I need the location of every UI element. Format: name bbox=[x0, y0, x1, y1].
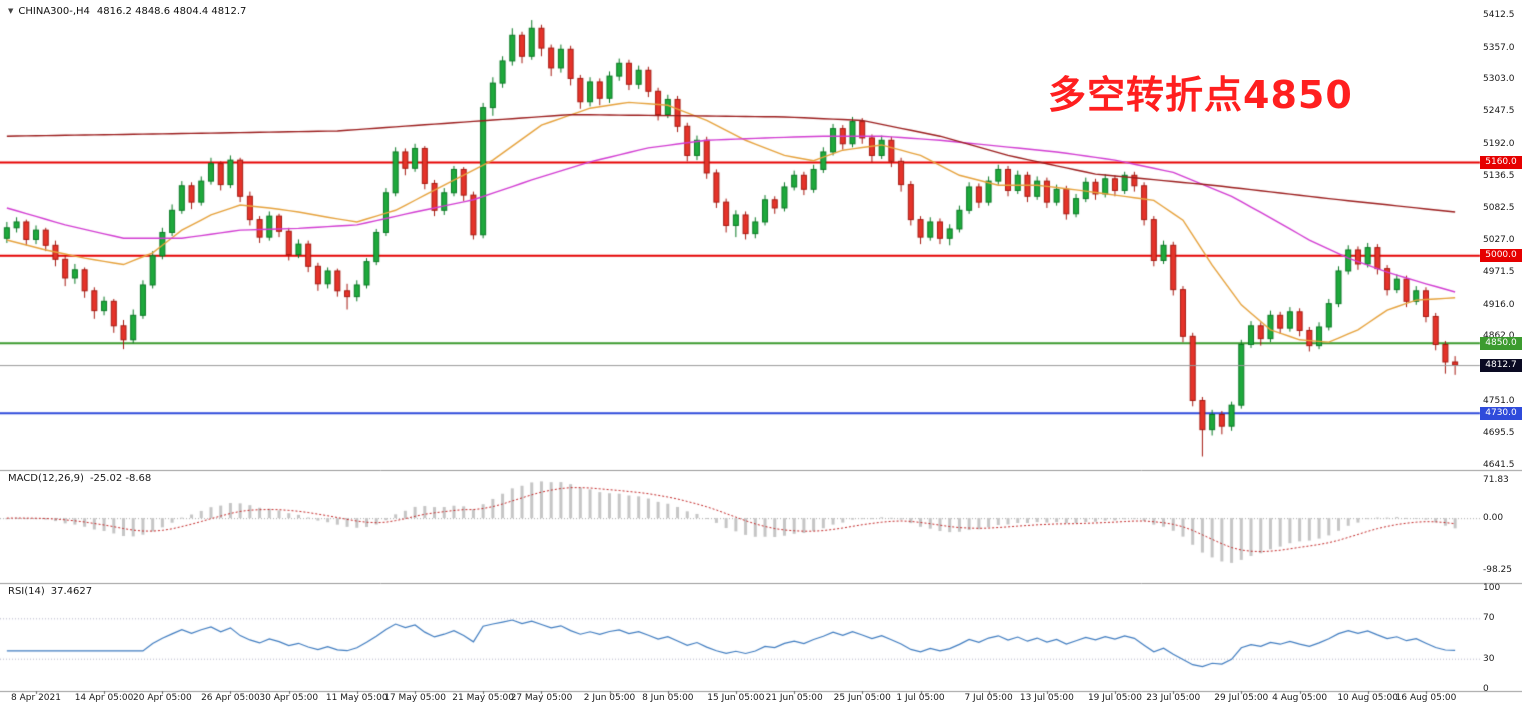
price-axis-label: 5247.5 bbox=[1483, 106, 1515, 117]
time-axis-label: 19 Jul 05:00 bbox=[1087, 693, 1142, 703]
time-axis-label: 17 May 05:00 bbox=[384, 693, 446, 703]
rsi-axis-label: 70 bbox=[1483, 613, 1495, 624]
price-axis[interactable]: 5412.5 5357.0 5303.0 5247.5 5192.0 5136.5 5082… bbox=[1480, 0, 1522, 706]
time-axis-label: 23 Jul 05:00 bbox=[1146, 693, 1201, 703]
price-axis-label: 4751.0 bbox=[1483, 396, 1515, 407]
rsi-axis-label: 30 bbox=[1483, 653, 1495, 664]
price-axis-label: 5027.0 bbox=[1483, 235, 1515, 246]
hline-price-tag[interactable]: 5000.0 bbox=[1480, 249, 1522, 263]
symbol-name: CHINA300-,H4 bbox=[18, 6, 90, 17]
hline-price-tag[interactable]: 4730.0 bbox=[1480, 406, 1522, 420]
price-axis-label: 5192.0 bbox=[1483, 138, 1515, 149]
time-axis-label: 15 Jun 05:00 bbox=[707, 693, 765, 703]
rsi-value: 37.4627 bbox=[50, 586, 93, 597]
time-axis-label: 20 Apr 05:00 bbox=[133, 693, 192, 703]
time-axis-label: 21 May 05:00 bbox=[452, 693, 514, 703]
time-axis-label: 29 Jul 05:00 bbox=[1214, 693, 1269, 703]
price-axis-label: 4916.0 bbox=[1483, 299, 1515, 310]
rsi-axis-label: 0 bbox=[1483, 684, 1489, 694]
rsi-name: RSI(14) bbox=[8, 586, 45, 597]
symbol-info-bar: ▼ CHINA300-,H4 4816.2 4848.6 4804.4 4812.7 bbox=[8, 6, 246, 17]
macd-indicator-label: MACD(12,26,9) -25.02 -8.68 bbox=[8, 473, 157, 484]
time-axis-label: 14 Apr 05:00 bbox=[74, 693, 134, 703]
time-axis-label: 7 Jul 05:00 bbox=[964, 693, 1013, 703]
time-axis-label: 27 May 05:00 bbox=[510, 693, 573, 703]
time-axis-label: 10 Aug 05:00 bbox=[1337, 693, 1398, 703]
hline-price-tag[interactable]: 5160.0 bbox=[1480, 155, 1522, 169]
price-axis-label: 4641.5 bbox=[1483, 459, 1515, 470]
time-axis-label: 11 May 05:00 bbox=[325, 693, 388, 703]
time-axis-label: 21 Jun 05:00 bbox=[765, 693, 823, 703]
time-axis-label: 25 Jun 05:00 bbox=[833, 693, 891, 703]
time-axis-label: 1 Jul 05:00 bbox=[896, 693, 945, 703]
ohlc-values: 4816.2 4848.6 4804.4 4812.7 bbox=[96, 6, 247, 17]
price-axis-label: 5357.0 bbox=[1483, 42, 1515, 53]
price-axis-label: 5082.5 bbox=[1483, 202, 1515, 213]
time-axis-label: 26 Apr 05:00 bbox=[201, 693, 260, 703]
macd-name: MACD(12,26,9) bbox=[8, 473, 84, 484]
time-axis-label: 8 Jun 05:00 bbox=[642, 693, 694, 703]
macd-values: -25.02 -8.68 bbox=[89, 473, 152, 484]
time-axis-label: 2 Jun 05:00 bbox=[583, 693, 636, 703]
price-axis-label: 4862.0 bbox=[1483, 331, 1515, 341]
price-axis-label: 4971.5 bbox=[1483, 267, 1515, 278]
time-axis-label: 4 Aug 05:00 bbox=[1272, 693, 1328, 703]
time-axis-label: 13 Jul 05:00 bbox=[1019, 693, 1074, 703]
rsi-axis-label: 100 bbox=[1483, 583, 1501, 593]
price-axis-label: 5412.5 bbox=[1483, 10, 1515, 21]
macd-axis-label: 0.00 bbox=[1483, 513, 1504, 524]
rsi-indicator-label: RSI(14) 37.4627 bbox=[8, 586, 98, 597]
time-axis-label: 8 Apr 2021 bbox=[11, 693, 61, 703]
time-axis-label: 16 Aug 05:00 bbox=[1395, 693, 1457, 703]
price-axis-label: 5303.0 bbox=[1483, 74, 1515, 84]
time-axis[interactable]: 8 Apr 2021 14 Apr 05:00 20 Apr 05:00 26 Apr… bbox=[0, 692, 1522, 706]
annotation-text[interactable]: 多空转折点4850 bbox=[1048, 73, 1353, 117]
hline-price-tag[interactable]: 4850.0 bbox=[1480, 336, 1522, 350]
price-axis-label: 5136.5 bbox=[1483, 171, 1515, 182]
macd-axis-label: -98.25 bbox=[1483, 564, 1513, 575]
price-axis-label: 4695.5 bbox=[1483, 428, 1515, 439]
current-price-tag[interactable]: 4812.7 bbox=[1480, 358, 1522, 372]
macd-axis-label: 71.83 bbox=[1483, 475, 1509, 486]
chart-dropdown-icon[interactable]: ▼ bbox=[8, 7, 14, 15]
time-axis-label: 30 Apr 05:00 bbox=[259, 693, 319, 703]
